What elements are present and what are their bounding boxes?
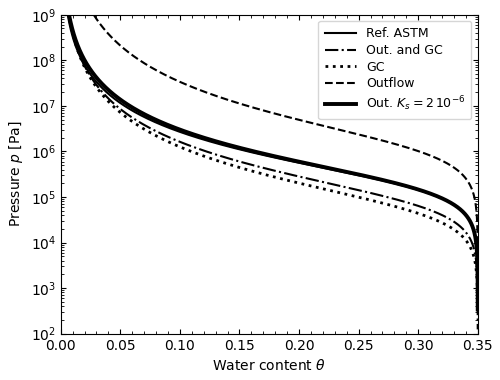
Outflow bbox=[328, 125, 334, 130]
Ref. ASTM bbox=[65, 13, 71, 17]
GC bbox=[328, 188, 334, 193]
Legend: Ref. ASTM, Out. and GC, GC, Outflow, Out. $K_s=2\,10^{-6}$: Ref. ASTM, Out. and GC, GC, Outflow, Out… bbox=[318, 21, 472, 119]
Line: Out. $K_s=2\,10^{-6}$: Out. $K_s=2\,10^{-6}$ bbox=[69, 15, 478, 309]
Out. $K_s=2\,10^{-6}$ bbox=[448, 201, 454, 205]
Out. and GC bbox=[474, 327, 480, 332]
Out. and GC bbox=[156, 130, 162, 135]
Out. $K_s=2\,10^{-6}$ bbox=[474, 307, 480, 312]
Outflow bbox=[91, 13, 97, 17]
Outflow bbox=[245, 104, 251, 108]
Out. and GC bbox=[80, 62, 86, 66]
Line: GC: GC bbox=[69, 15, 478, 309]
Out. $K_s=2\,10^{-6}$ bbox=[328, 166, 334, 171]
GC bbox=[238, 166, 244, 170]
Line: Outflow: Outflow bbox=[94, 15, 477, 279]
Out. and GC bbox=[370, 192, 376, 196]
Out. $K_s=2\,10^{-6}$ bbox=[294, 159, 300, 163]
GC bbox=[294, 180, 300, 185]
Ref. ASTM bbox=[458, 208, 464, 213]
Outflow bbox=[474, 276, 480, 281]
Out. and GC bbox=[266, 167, 272, 172]
GC bbox=[448, 225, 454, 230]
Out. $K_s=2\,10^{-6}$ bbox=[472, 238, 478, 242]
GC bbox=[413, 211, 419, 215]
Out. $K_s=2\,10^{-6}$ bbox=[413, 187, 419, 191]
Out. and GC bbox=[66, 13, 72, 17]
Outflow bbox=[360, 133, 366, 138]
Ref. ASTM bbox=[338, 169, 344, 174]
Out. $K_s=2\,10^{-6}$ bbox=[238, 146, 244, 150]
Line: Out. and GC: Out. and GC bbox=[69, 15, 478, 329]
X-axis label: Water content $\theta$: Water content $\theta$ bbox=[212, 358, 326, 373]
Ref. ASTM bbox=[411, 186, 417, 191]
Outflow bbox=[192, 86, 198, 90]
Ref. ASTM bbox=[431, 193, 437, 198]
Y-axis label: Pressure $p$ [Pa]: Pressure $p$ [Pa] bbox=[7, 121, 25, 227]
Ref. ASTM bbox=[314, 164, 320, 169]
Out. $K_s=2\,10^{-6}$ bbox=[66, 13, 72, 17]
Outflow bbox=[118, 44, 124, 49]
Ref. ASTM bbox=[246, 149, 252, 154]
Out. and GC bbox=[462, 229, 468, 233]
GC bbox=[66, 13, 72, 17]
GC bbox=[472, 263, 478, 268]
Outflow bbox=[466, 182, 472, 187]
Ref. ASTM bbox=[474, 306, 480, 310]
GC bbox=[474, 307, 480, 312]
Out. and GC bbox=[353, 187, 359, 192]
Line: Ref. ASTM: Ref. ASTM bbox=[68, 15, 478, 308]
